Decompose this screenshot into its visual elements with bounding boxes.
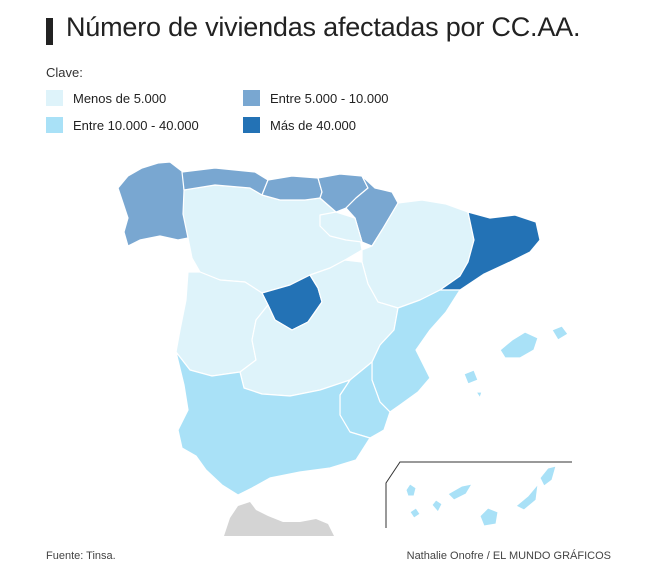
legend-item-10000-40000: Entre 10.000 - 40.000 bbox=[46, 117, 199, 133]
legend-item-mas-40000: Más de 40.000 bbox=[243, 117, 356, 133]
legend-label: Más de 40.000 bbox=[270, 117, 357, 133]
legend-swatch bbox=[243, 117, 260, 133]
region-canarias[interactable]: Canarias bbox=[479, 507, 499, 527]
legend-item-menos-5000: Menos de 5.000 bbox=[46, 90, 166, 106]
region-navarra[interactable]: Navarra bbox=[345, 175, 399, 247]
legend-label: Menos de 5.000 bbox=[73, 90, 167, 106]
region-canarias[interactable]: Canarias bbox=[409, 507, 421, 519]
region-islas-baleares[interactable]: Islas Baleares bbox=[475, 391, 483, 399]
region-islas-baleares[interactable]: Islas Baleares bbox=[499, 331, 539, 359]
map-title: Número de viviendas afectadas por CC.AA. bbox=[66, 12, 581, 42]
africa-coast bbox=[224, 502, 334, 536]
legend-title: Clave: bbox=[46, 65, 83, 80]
region-canarias[interactable]: Canarias bbox=[539, 465, 557, 487]
source-note: Fuente: Tinsa. bbox=[46, 550, 116, 562]
region-canarias[interactable]: Canarias bbox=[431, 499, 443, 513]
region-comunidad-valenciana[interactable]: Comunidad Valenciana bbox=[371, 289, 461, 413]
legend-item-5000-10000: Entre 5.000 - 10.000 bbox=[243, 90, 389, 106]
region-andalucia[interactable]: Andalucía bbox=[175, 351, 371, 496]
region-galicia[interactable]: Galicia bbox=[117, 161, 189, 247]
region-islas-baleares[interactable]: Islas Baleares bbox=[463, 369, 479, 385]
legend-label: Entre 10.000 - 40.000 bbox=[73, 117, 199, 133]
legend-label: Entre 5.000 - 10.000 bbox=[270, 90, 389, 106]
credit-note: Nathalie Onofre / EL MUNDO GRÁFICOS bbox=[406, 550, 611, 562]
title-accent-bar bbox=[46, 18, 53, 45]
region-canarias[interactable]: Canarias bbox=[515, 482, 539, 511]
canarias-inset-frame bbox=[385, 461, 572, 528]
region-cantabria[interactable]: Cantabria bbox=[261, 175, 323, 201]
region-canarias[interactable]: Canarias bbox=[405, 483, 417, 497]
legend-swatch bbox=[46, 117, 63, 133]
legend-swatch bbox=[46, 90, 63, 106]
region-canarias[interactable]: Canarias bbox=[447, 483, 474, 501]
region-la-rioja[interactable]: La Rioja bbox=[319, 211, 363, 243]
region-islas-baleares[interactable]: Islas Baleares bbox=[551, 325, 569, 341]
region-cataluna[interactable]: Cataluña bbox=[439, 211, 541, 291]
region-extremadura[interactable]: Extremadura bbox=[175, 271, 269, 377]
legend-swatch bbox=[243, 90, 260, 106]
